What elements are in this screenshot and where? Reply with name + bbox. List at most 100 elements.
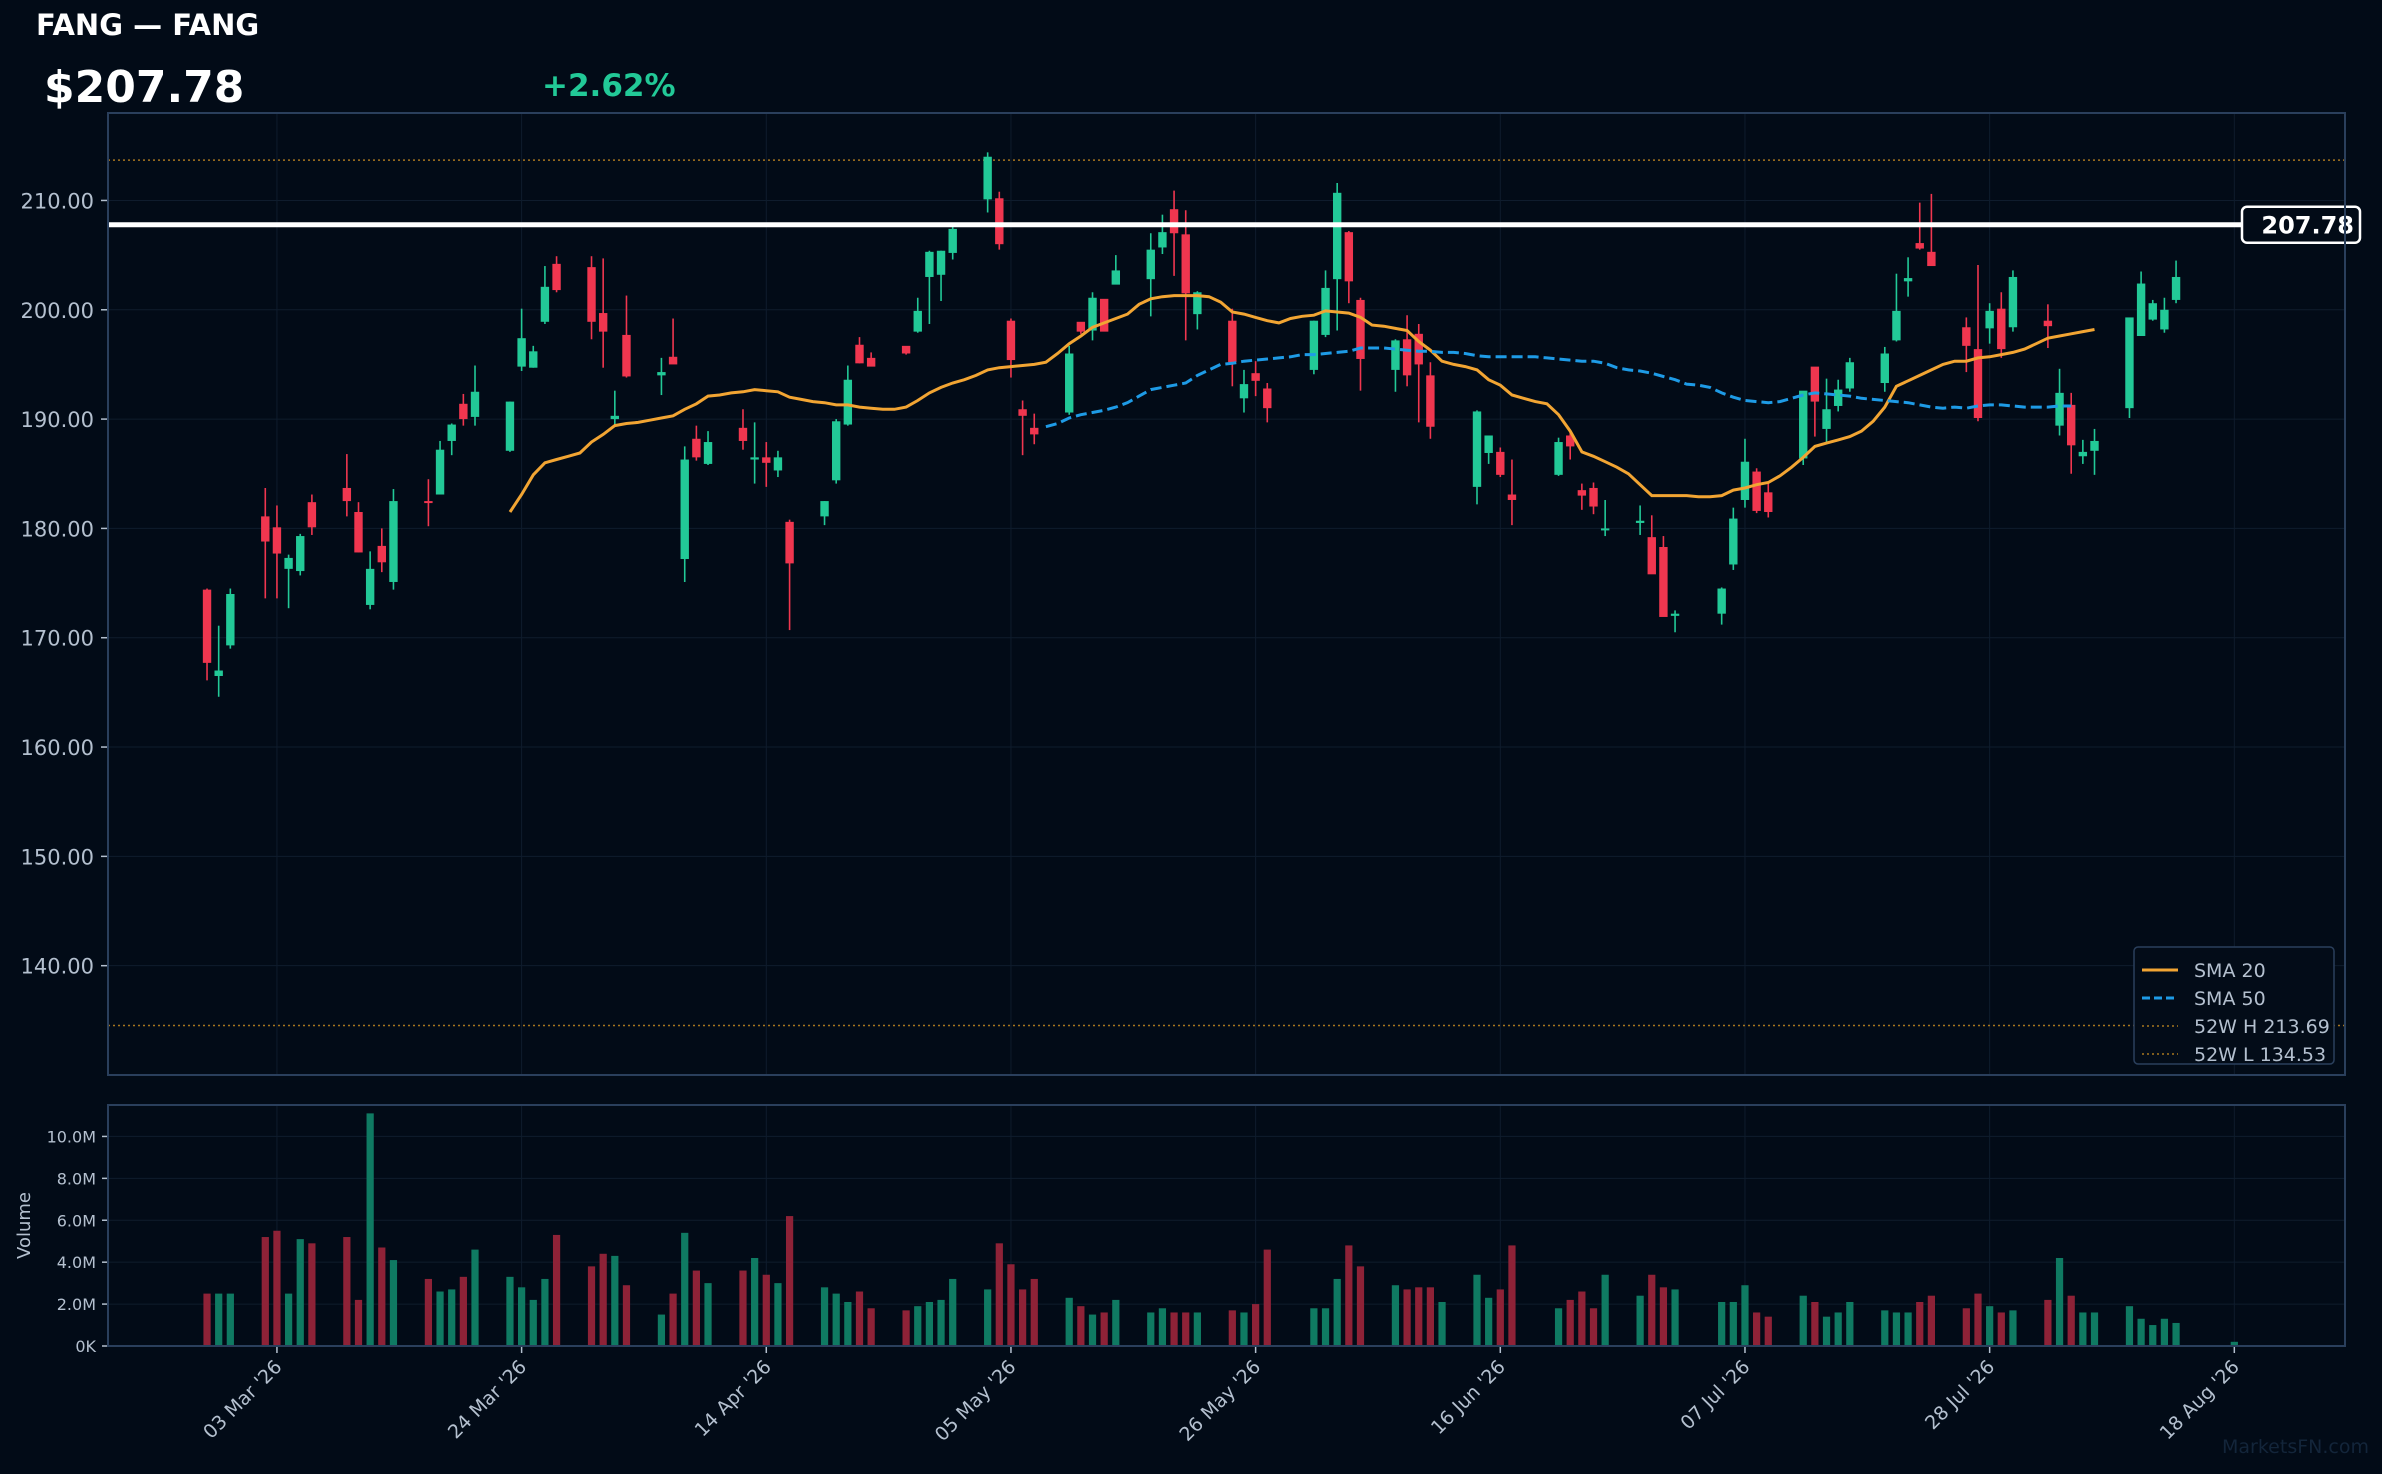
- candle-body: [1635, 520, 1645, 523]
- y-tick-label: 210.00: [21, 189, 94, 213]
- candle-body: [1251, 373, 1260, 381]
- candle-body: [470, 391, 480, 417]
- volume-bar: [704, 1283, 712, 1346]
- volume-bar: [657, 1314, 666, 1346]
- candle-body: [1903, 278, 1913, 282]
- candle-body: [1332, 192, 1342, 280]
- volume-axis-label: Volume: [14, 1192, 35, 1259]
- volume-bar: [1193, 1312, 1201, 1346]
- candle-body: [1577, 490, 1587, 496]
- volume-bar: [354, 1299, 363, 1346]
- candle-body: [529, 351, 538, 368]
- volume-bar: [529, 1299, 537, 1346]
- volume-bar: [1741, 1285, 1749, 1346]
- candle-body: [1973, 349, 1983, 418]
- volume-bar: [436, 1291, 444, 1346]
- volume-bar: [1892, 1312, 1901, 1346]
- volume-bar: [541, 1278, 549, 1346]
- candle-body: [610, 415, 620, 420]
- legend-box: [2133, 946, 2335, 1065]
- volume-bar: [1030, 1278, 1038, 1346]
- candle-body: [1030, 427, 1039, 435]
- volume-bar: [1962, 1308, 1970, 1346]
- volume-bar: [692, 1270, 700, 1346]
- candle-body: [517, 338, 526, 367]
- candle-body: [913, 310, 922, 332]
- candle-body: [1997, 308, 2006, 350]
- volume-bar: [1240, 1312, 1248, 1346]
- price-grid: [108, 113, 2345, 1075]
- volume-bar: [343, 1237, 351, 1346]
- volume-bar: [622, 1285, 631, 1346]
- volume-bar: [1974, 1293, 1982, 1346]
- watermark: MarketsFN.com: [2222, 1436, 2369, 1458]
- candlesticks: [202, 152, 2181, 697]
- volume-bar: [1566, 1299, 1574, 1346]
- candle-body: [1181, 234, 1190, 294]
- x-tick-label: 18 Aug '26: [2156, 1356, 2244, 1444]
- volume-bar: [1007, 1264, 1015, 1346]
- candle-body: [1752, 471, 1761, 511]
- volume-bar: [2172, 1322, 2180, 1346]
- volume-bar: [832, 1293, 840, 1346]
- candle-body: [214, 670, 223, 676]
- volume-bar: [587, 1266, 596, 1346]
- candle-body: [866, 357, 876, 367]
- volume-bar: [820, 1287, 829, 1346]
- candle-body: [855, 344, 864, 364]
- x-tick-label: 14 Apr '26: [691, 1356, 776, 1441]
- volume-bar: [599, 1253, 607, 1346]
- volume-bar: [867, 1308, 875, 1346]
- volume-tick-label: 0K: [75, 1337, 96, 1356]
- volume-bar: [1088, 1314, 1097, 1346]
- volume-bar: [1671, 1289, 1679, 1346]
- candle-body: [762, 457, 771, 463]
- volume-panel-frame: [107, 1104, 2346, 1347]
- candle-body: [1402, 339, 1412, 376]
- candle-body: [1670, 613, 1680, 616]
- volume-bar: [914, 1306, 922, 1346]
- candle-body: [1985, 310, 1994, 329]
- volume-bar: [1321, 1308, 1330, 1346]
- volume-bar: [203, 1293, 211, 1346]
- volume-bar: [1485, 1297, 1493, 1346]
- candle-body: [307, 502, 317, 528]
- candle-body: [2125, 317, 2134, 409]
- volume-bar: [1182, 1312, 1190, 1346]
- candle-body: [1426, 375, 1435, 427]
- volume-bar: [1403, 1289, 1411, 1346]
- volume-axis: 0K 2.0M 4.0M 6.0M 8.0M 10.0M Volume: [14, 1127, 108, 1356]
- candle-body: [598, 313, 608, 332]
- candle-body: [2078, 451, 2088, 457]
- candle-body: [1810, 366, 1820, 402]
- candle-body: [377, 545, 386, 563]
- candle-body: [540, 286, 550, 322]
- volume-bar: [669, 1293, 677, 1346]
- volume-bar: [448, 1289, 456, 1346]
- volume-tick-label: 6.0M: [57, 1211, 96, 1230]
- volume-bar: [774, 1283, 782, 1346]
- candle-body: [1659, 546, 1668, 617]
- y-tick-label: 140.00: [21, 955, 94, 979]
- candle-body: [1414, 333, 1423, 365]
- candle-body: [1600, 528, 1610, 531]
- candle-body: [1263, 388, 1272, 409]
- candle-body: [2160, 309, 2169, 330]
- candle-body: [447, 424, 456, 441]
- candle-body: [261, 516, 270, 542]
- candle-body: [1228, 320, 1237, 363]
- y-tick-label: 170.00: [21, 627, 94, 651]
- volume-bar: [1834, 1312, 1842, 1346]
- sma20-line: [508, 294, 2095, 513]
- volume-bar: [1927, 1295, 1935, 1346]
- volume-bar: [1881, 1310, 1889, 1346]
- volume-bar: [1310, 1308, 1318, 1346]
- volume-bar: [1753, 1312, 1761, 1346]
- volume-bar: [1170, 1312, 1178, 1346]
- volume-bar: [1100, 1312, 1108, 1346]
- candle-body: [1169, 209, 1179, 234]
- candle-body: [925, 251, 934, 277]
- volume-bar: [937, 1299, 945, 1346]
- volume-bar: [471, 1249, 479, 1346]
- candle-body: [459, 403, 468, 420]
